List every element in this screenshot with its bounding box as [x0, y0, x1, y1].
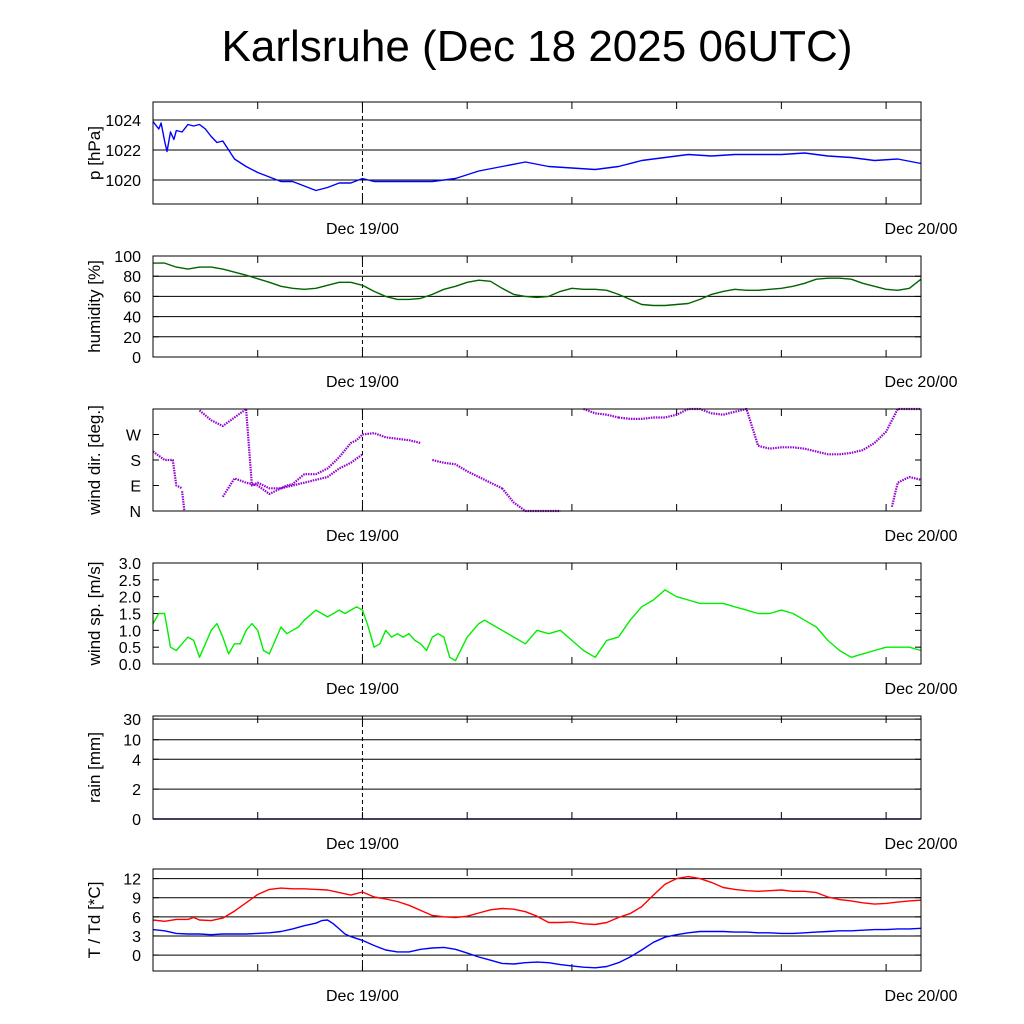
- x-tick-label: Dec 19/00: [326, 528, 399, 545]
- y-tick-label: 60: [123, 289, 141, 306]
- wind-direction-series: [890, 475, 922, 508]
- y-tick-label: 10: [123, 733, 141, 750]
- pressure-series: [152, 121, 922, 192]
- y-tick-label: 1022: [105, 143, 141, 160]
- wind-direction-series: [198, 407, 364, 490]
- plot-frame: [152, 408, 922, 512]
- y-tick-label: 1.0: [119, 623, 141, 640]
- y-tick-label: 20: [123, 330, 141, 347]
- y-axis-label: rain [mm]: [85, 732, 104, 803]
- y-tick-label: 0.0: [119, 657, 141, 674]
- y-tick-label: 1024: [105, 113, 141, 130]
- y-axis-label: T / Td [*C]: [85, 882, 104, 959]
- y-tick-label: 2: [132, 782, 141, 799]
- y-tick-label: 100: [114, 249, 141, 266]
- y-tick-label: 40: [123, 310, 141, 327]
- wind-direction-series: [757, 407, 921, 456]
- y-tick-label: W: [126, 428, 142, 445]
- x-tick-label: Dec 19/00: [326, 374, 399, 391]
- wind-direction-series: [181, 491, 186, 512]
- pressure-panel: 1024 1022 1020 Dec 19/00 Dec 20/00 p [hPa]: [85, 101, 958, 238]
- y-tick-label: 0.5: [119, 640, 141, 657]
- y-tick-label: 9: [132, 891, 141, 908]
- wind-direction-series: [618, 407, 760, 447]
- y-tick-label: 3.0: [119, 556, 141, 573]
- temperature-series: [152, 875, 922, 926]
- wind-direction-series: [501, 487, 561, 513]
- y-tick-label: 0: [132, 948, 141, 965]
- x-tick-label: Dec 20/00: [885, 374, 958, 391]
- x-tick-label: Dec 19/00: [326, 988, 399, 1005]
- y-tick-label: 30: [123, 712, 141, 729]
- y-tick-label: 6: [132, 910, 141, 927]
- wind-direction-series: [221, 432, 421, 498]
- page-title: Karlsruhe (Dec 18 2025 06UTC): [221, 22, 853, 71]
- y-tick-label: 2.5: [119, 573, 141, 590]
- humidity-series: [153, 262, 922, 307]
- temperature-panel: 12 9 6 3 0 Dec 19/00 Dec 20/00 T / Td [*C]: [85, 868, 958, 1005]
- y-tick-label: N: [129, 504, 141, 521]
- x-tick-label: Dec 19/00: [326, 221, 399, 238]
- y-axis-label: wind sp. [m/s]: [85, 562, 104, 667]
- y-tick-label: 1.5: [119, 607, 141, 624]
- y-tick-label: S: [130, 453, 141, 470]
- plot-frame: [152, 101, 922, 205]
- plot-frame: [152, 868, 922, 972]
- y-tick-label: 12: [123, 872, 141, 889]
- plot-frame: [152, 562, 922, 665]
- y-tick-label: 0: [132, 350, 141, 367]
- plot-frame: [152, 255, 922, 358]
- wind-direction-series: [152, 450, 183, 490]
- y-tick-label: 80: [123, 269, 141, 286]
- y-tick-label: 4: [132, 752, 141, 769]
- x-tick-label: Dec 20/00: [885, 836, 958, 853]
- x-tick-label: Dec 19/00: [326, 836, 399, 853]
- y-tick-label: 3: [132, 929, 141, 946]
- wind-speed-panel: 3.02.52.01.51.00.50.0 Dec 19/00 Dec 20/00 w…: [85, 556, 958, 698]
- y-axis-label: p [hPa]: [85, 126, 104, 180]
- wind-direction-series: [583, 407, 619, 419]
- x-tick-label: Dec 19/00: [326, 681, 399, 698]
- x-tick-label: Dec 20/00: [885, 528, 958, 545]
- y-axis-label: humidity [%]: [85, 260, 104, 353]
- x-tick-label: Dec 20/00: [885, 221, 958, 238]
- humidity-panel: 100 80 60 40 20 0 Dec 19/00 Dec 20/00 humidity […: [85, 249, 958, 391]
- y-axis-label: wind dir. [deg.]: [85, 405, 104, 516]
- wind-speed-series: [152, 589, 922, 662]
- dewpoint-series: [152, 919, 922, 969]
- wind-direction-series: [432, 458, 503, 490]
- x-tick-label: Dec 20/00: [885, 681, 958, 698]
- y-tick-label: E: [130, 479, 141, 496]
- rain-panel: 30 10 4 2 0 Dec 19/00 Dec 20/00 rain [mm]: [85, 712, 958, 853]
- plot-frame: [152, 715, 922, 820]
- y-tick-label: 2.0: [119, 590, 141, 607]
- y-tick-label: 1020: [105, 173, 141, 190]
- y-tick-label: 0: [132, 812, 141, 829]
- x-tick-label: Dec 20/00: [885, 988, 958, 1005]
